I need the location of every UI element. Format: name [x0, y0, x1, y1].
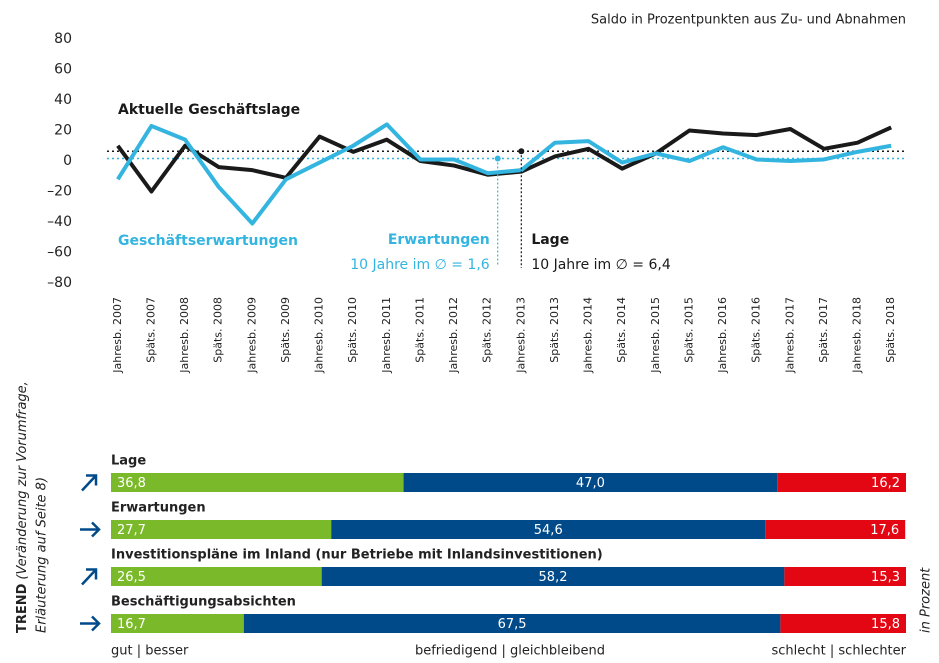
value-label: 27,7: [117, 523, 146, 538]
y-tick-label: –20: [47, 184, 72, 200]
value-label: 54,6: [534, 523, 563, 538]
bar-segment: [243, 614, 781, 633]
average-dot: [518, 148, 525, 155]
bar-segment: [111, 473, 404, 492]
average-label: 10 Jahre im ∅ = 6,4: [531, 257, 671, 273]
bar-segment: [111, 614, 244, 633]
chart-subtitle: Saldo in Prozentpunkten aus Zu- und Abna…: [591, 13, 906, 28]
value-label: 17,6: [870, 523, 899, 538]
category-label: Investitionspläne im Inland (nur Betrieb…: [111, 548, 603, 563]
value-label: 36,8: [117, 476, 146, 491]
x-tick-label: Jahresb. 2011: [380, 297, 393, 374]
bar-segment: [784, 567, 906, 586]
value-label: 47,0: [576, 476, 605, 491]
x-tick-label: Späts. 2015: [682, 297, 695, 363]
x-tick-label: Jahresb. 2012: [447, 297, 460, 374]
arrow-shaft: [81, 568, 97, 586]
x-tick-label: Jahresb. 2014: [582, 297, 595, 374]
bar-segment: [780, 614, 906, 633]
y-tick-label: 0: [63, 153, 72, 169]
trend-arrow: [81, 474, 98, 492]
value-label: 15,3: [871, 570, 900, 585]
value-label: 67,5: [498, 617, 527, 632]
x-tick-label: Jahresb. 2015: [649, 297, 662, 374]
x-tick-label: Späts. 2009: [279, 297, 292, 363]
x-tick-label: Jahresb. 2017: [783, 297, 796, 374]
value-label: 16,2: [871, 476, 900, 491]
bar-segment: [321, 567, 785, 586]
x-tick-label: Späts. 2013: [548, 297, 561, 363]
arrow-head: [91, 615, 101, 632]
series-label: Aktuelle Geschäftslage: [118, 102, 300, 118]
legend-label: befriedigend | gleichbleibend: [415, 644, 605, 659]
bar-segment: [403, 473, 778, 492]
trend-arrow: [80, 521, 101, 538]
y-axis-label-note: (Veränderung zur Vorumfrage,: [15, 381, 30, 579]
y-tick-label: 40: [54, 92, 72, 108]
y-tick-label: –40: [47, 214, 72, 230]
bar-segment: [111, 567, 322, 586]
average-name: Lage: [531, 232, 569, 248]
x-tick-label: Jahresb. 2009: [245, 297, 258, 374]
arrow-head: [86, 474, 98, 486]
x-tick-label: Späts. 2018: [884, 297, 897, 363]
y-axis-label: TREND (Veränderung zur Vorumfrage,: [15, 381, 30, 633]
x-tick-label: Späts. 2012: [481, 297, 494, 363]
bar-segment: [777, 473, 906, 492]
x-tick-label: Späts. 2010: [346, 297, 359, 363]
y-tick-label: 20: [54, 123, 72, 139]
unit-label: in Prozent: [919, 567, 934, 633]
legend-label: schlecht | schlechter: [772, 644, 907, 659]
x-tick-label: Jahresb. 2008: [178, 297, 191, 374]
series-label: Geschäftserwartungen: [118, 233, 298, 249]
x-tick-label: Späts. 2007: [144, 297, 157, 363]
category-label: Erwartungen: [111, 501, 206, 516]
x-tick-label: Jahresb. 2010: [313, 297, 326, 374]
average-label: 10 Jahre im ∅ = 1,6: [350, 257, 490, 273]
x-tick-label: Jahresb. 2016: [716, 297, 729, 374]
y-tick-label: –60: [47, 245, 72, 261]
x-tick-label: Jahresb. 2018: [851, 297, 864, 374]
y-axis-label-note: Erläuterung auf Seite 8): [35, 477, 50, 633]
arrow-shaft: [81, 474, 97, 492]
x-tick-label: Späts. 2011: [413, 297, 426, 363]
average-name: Erwartungen: [388, 232, 490, 248]
bar-segment: [111, 520, 332, 539]
series-line: [116, 122, 892, 226]
x-tick-label: Späts. 2016: [750, 297, 763, 363]
y-axis-label-main: TREND: [15, 583, 30, 633]
x-tick-label: Späts. 2008: [212, 297, 225, 363]
category-label: Beschäftigungsabsichten: [111, 595, 296, 610]
value-label: 15,8: [871, 617, 900, 632]
legend-label: gut | besser: [111, 644, 189, 659]
y-tick-label: –80: [47, 275, 72, 291]
trend-arrow: [80, 615, 101, 632]
arrow-head: [91, 521, 101, 538]
category-label: Lage: [111, 454, 146, 469]
value-label: 58,2: [539, 570, 568, 585]
value-label: 26,5: [117, 570, 146, 585]
x-tick-label: Jahresb. 2013: [514, 297, 527, 374]
y-tick-label: 60: [54, 62, 72, 78]
trend-arrow: [81, 568, 98, 586]
y-tick-label: 80: [54, 31, 72, 47]
bar-segment: [331, 520, 766, 539]
x-tick-label: Jahresb. 2007: [111, 297, 124, 374]
arrow-head: [86, 568, 98, 580]
bar-segment: [765, 520, 906, 539]
x-tick-label: Späts. 2017: [817, 297, 830, 363]
value-label: 16,7: [117, 617, 146, 632]
x-tick-label: Späts. 2014: [615, 297, 628, 363]
average-dot: [494, 155, 501, 162]
